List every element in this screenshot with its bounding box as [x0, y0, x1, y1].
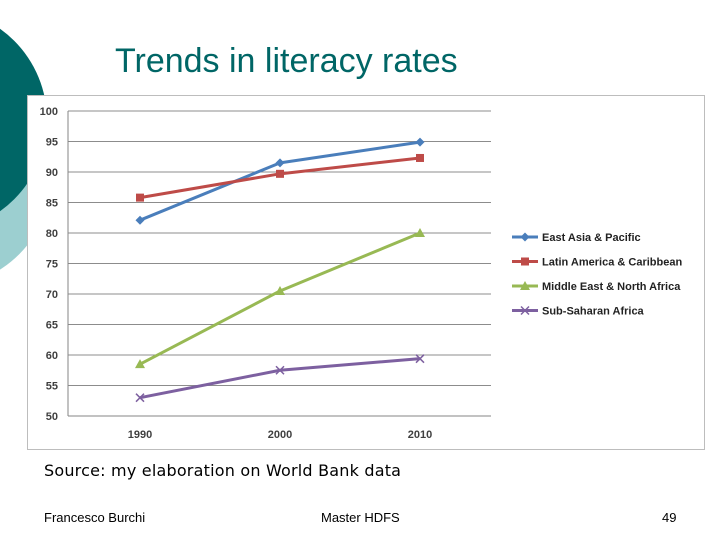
legend-item: Sub-Saharan Africa	[512, 306, 645, 318]
y-tick-label: 55	[46, 381, 58, 393]
legend-item: Latin America & Caribbean	[512, 257, 682, 269]
literacy-line-chart: 50 55 60 65 70 75 80 85 90 95 100 1990 2000 2010 Eas…	[40, 106, 683, 441]
data-point	[520, 305, 530, 316]
data-point	[275, 158, 285, 168]
data-point	[415, 137, 425, 147]
y-tick-label: 90	[46, 167, 58, 179]
legend-item: East Asia & Pacific	[512, 232, 641, 244]
data-point	[521, 257, 529, 266]
series-east-asia-pacific	[135, 137, 425, 225]
source-note: Source: my elaboration on World Bank dat…	[44, 461, 402, 480]
data-point	[415, 354, 425, 364]
chart-legend: East Asia & Pacific Latin America & Carib…	[512, 232, 682, 318]
series-line	[139, 357, 421, 400]
chart-series	[135, 137, 425, 403]
page-number: 49	[662, 510, 677, 525]
footer-author: Francesco Burchi	[44, 510, 146, 525]
y-tick-label: 95	[46, 137, 58, 149]
data-point	[275, 285, 285, 295]
y-tick-label: 75	[46, 259, 58, 271]
y-tick-label: 100	[40, 106, 58, 118]
legend-label: Latin America & Caribbean	[542, 257, 682, 269]
series-sub-saharan-africa	[135, 354, 425, 403]
legend-label: Middle East & North Africa	[542, 281, 681, 293]
legend-label: Sub-Saharan Africa	[542, 306, 645, 318]
slide-title: Trends in literacy rates	[115, 42, 458, 80]
series-middle-east-north-africa	[135, 228, 425, 369]
x-tick-label: 2010	[408, 429, 432, 441]
x-tick-label: 1990	[128, 429, 152, 441]
series-line	[139, 140, 421, 222]
data-point	[135, 215, 145, 225]
y-tick-label: 80	[46, 228, 58, 240]
data-point	[135, 359, 145, 369]
x-axis-ticks: 1990 2000 2010	[128, 429, 432, 441]
y-tick-label: 65	[46, 320, 58, 332]
data-point	[416, 153, 424, 162]
y-tick-label: 85	[46, 198, 58, 210]
data-point	[520, 232, 530, 242]
chart-frame: 50 55 60 65 70 75 80 85 90 95 100 1990 2000 2010 Eas…	[27, 95, 705, 450]
footer-course: Master HDFS	[321, 510, 400, 525]
legend-item: Middle East & North Africa	[512, 281, 681, 293]
x-tick-label: 2000	[268, 429, 292, 441]
series-latin-america-caribbean	[136, 153, 424, 202]
data-point	[136, 193, 144, 202]
data-point	[520, 281, 530, 290]
y-tick-label: 60	[46, 350, 58, 362]
data-point	[415, 228, 425, 237]
data-point	[275, 365, 285, 375]
data-point	[276, 169, 284, 178]
legend-label: East Asia & Pacific	[542, 232, 641, 244]
y-tick-label: 50	[46, 411, 58, 423]
y-tick-label: 70	[46, 289, 58, 301]
y-axis-ticks: 50 55 60 65 70 75 80 85 90 95 100	[40, 106, 58, 423]
series-line	[139, 231, 421, 366]
data-point	[135, 393, 145, 403]
